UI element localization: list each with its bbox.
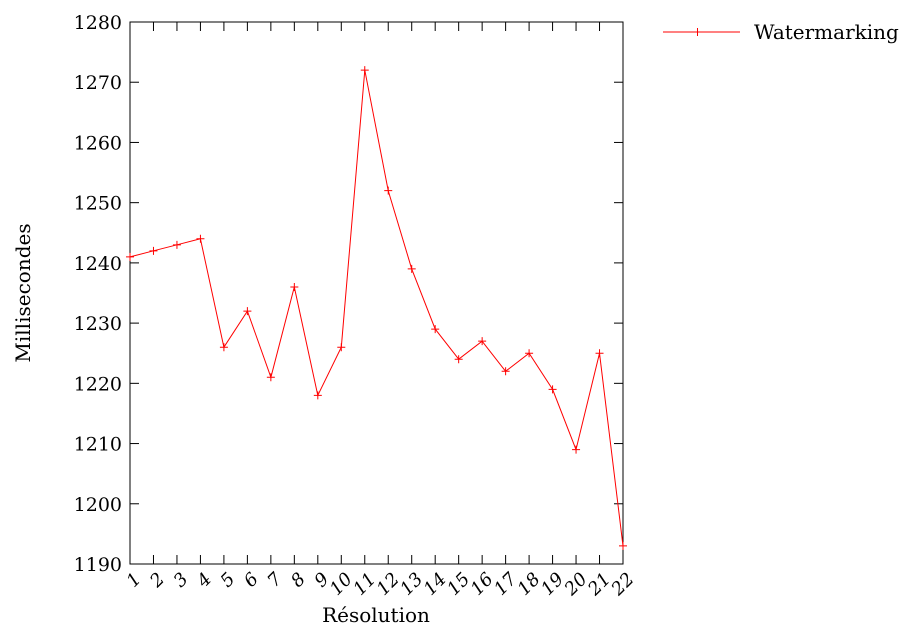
y-tick-label: 1250 — [74, 193, 122, 215]
data-point — [619, 541, 627, 550]
y-tick-label: 1240 — [74, 253, 122, 275]
data-point — [126, 252, 134, 261]
y-axis-title: Millisecondes — [11, 223, 35, 362]
data-point — [454, 355, 463, 364]
x-tick-label: 3 — [170, 569, 193, 592]
x-axis-title: Résolution — [322, 603, 430, 627]
x-tick-label: 22 — [607, 569, 639, 601]
plot-frame — [129, 21, 624, 565]
data-point — [360, 66, 369, 75]
x-tick-label: 5 — [216, 569, 239, 592]
data-point — [149, 246, 158, 255]
y-tick-label: 1210 — [74, 434, 122, 456]
x-tick-label: 8 — [287, 569, 310, 592]
y-axis: 1190 1200 1210 1220 1230 1240 1250 1260 1270 1280 — [74, 12, 623, 576]
x-tick-label: 1 — [123, 569, 146, 592]
data-point — [548, 385, 557, 394]
data-point — [384, 186, 393, 195]
data-point — [219, 343, 228, 352]
data-point — [525, 349, 534, 358]
data-point — [478, 337, 487, 346]
data-point — [313, 391, 322, 400]
data-point — [290, 282, 299, 291]
legend: Watermarking — [663, 20, 899, 44]
y-tick-label: 1220 — [74, 373, 122, 395]
data-point — [337, 343, 346, 352]
data-point — [172, 240, 181, 249]
data-point — [572, 445, 581, 454]
x-tick-label: 2 — [145, 569, 169, 593]
legend-marker — [693, 28, 702, 36]
series-watermarking — [126, 66, 627, 550]
data-point — [243, 307, 252, 316]
y-tick-label: 1260 — [74, 132, 122, 154]
series-line — [129, 70, 624, 546]
x-tick-label: 6 — [240, 569, 263, 592]
data-point — [595, 349, 604, 358]
data-point — [431, 325, 440, 334]
y-tick-label: 1230 — [74, 313, 122, 335]
data-point — [407, 264, 416, 273]
x-tick-label: 4 — [192, 569, 216, 593]
y-tick-label: 1200 — [74, 494, 122, 516]
legend-label: Watermarking — [754, 20, 899, 44]
y-tick-label: 1280 — [74, 12, 122, 34]
data-point — [196, 234, 205, 243]
y-tick-label: 1190 — [74, 554, 122, 576]
y-tick-label: 1270 — [74, 72, 122, 94]
data-point — [501, 367, 510, 376]
data-point — [266, 373, 275, 382]
x-tick-label: 7 — [263, 568, 286, 591]
